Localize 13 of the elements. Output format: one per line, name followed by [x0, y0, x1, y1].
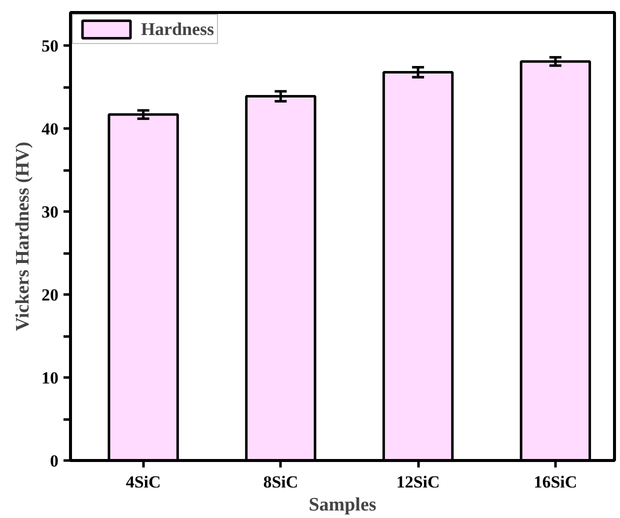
x-tick-label: 16SiC — [534, 472, 578, 492]
x-tick-label: 12SiC — [396, 472, 440, 492]
x-axis-title: Samples — [308, 494, 376, 516]
x-tick-label: 4SiC — [126, 472, 161, 492]
y-tick-label: 50 — [42, 36, 58, 56]
y-tick-label: 10 — [42, 368, 58, 388]
y-tick-label: 0 — [50, 452, 58, 470]
y-axis-title: Vickers Hardness (HV) — [12, 142, 34, 332]
legend-label: Hardness — [141, 18, 214, 40]
y-tick-label: 30 — [42, 202, 58, 222]
x-tick-label: 8SiC — [263, 472, 298, 492]
y-tick-label: 20 — [42, 286, 58, 305]
y-tick-label: 40 — [42, 120, 58, 139]
